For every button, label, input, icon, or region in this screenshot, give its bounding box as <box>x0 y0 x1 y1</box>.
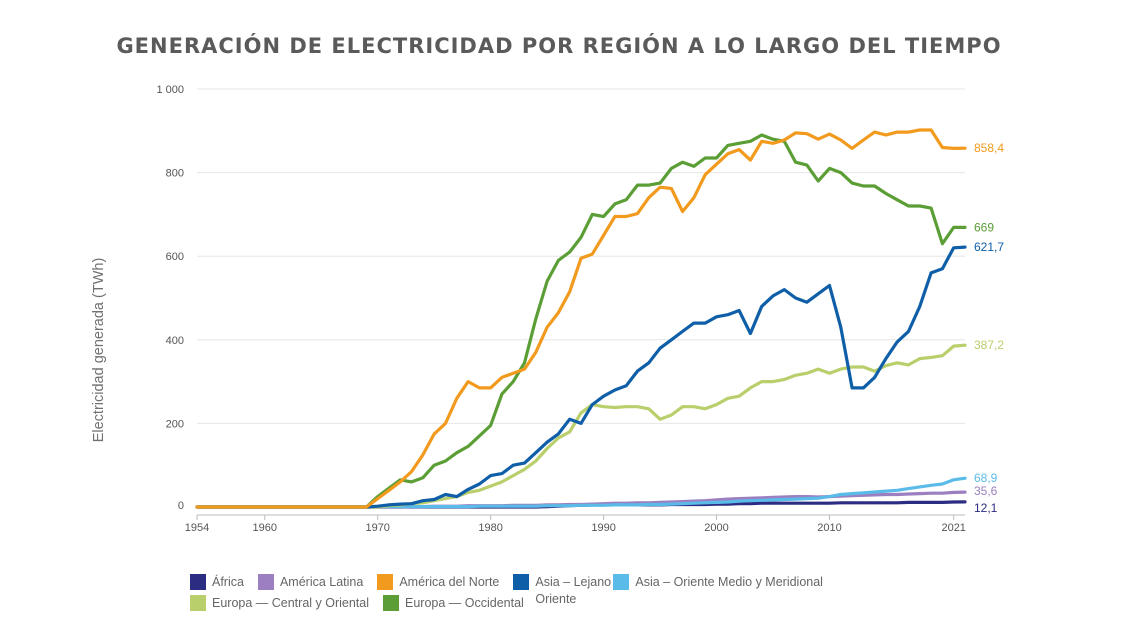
legend-swatch <box>513 574 530 590</box>
x-tick-label: 1990 <box>591 522 615 534</box>
legend-row: Europa — Central y Oriental Europa — Occ… <box>190 595 890 612</box>
x-tick-label: 1954 <box>185 522 209 534</box>
x-tick-label: 2021 <box>941 522 965 534</box>
legend-swatch <box>190 574 206 590</box>
x-tick-label: 1980 <box>478 522 502 534</box>
legend-label: Europa — Central y Oriental <box>212 596 370 610</box>
legend-item-africa[interactable]: África <box>190 574 244 591</box>
legend-item-europa-occidental[interactable]: Europa — Occidental <box>383 595 524 612</box>
chart-title: GENERACIÓN DE ELECTRICIDAD POR REGIÓN A … <box>116 34 1002 58</box>
legend-item-asia-oriente-medio[interactable]: Asia – Oriente Medio y Meridional <box>613 574 823 591</box>
end-value-label: 669 <box>974 220 994 234</box>
end-labels: 12,1 35,6 858,4 621,7 68,9 387,2 669 <box>974 141 1004 515</box>
chart-plot: 0 200 400 600 800 1 000 1954 1960 1970 1980 1990 20… <box>91 84 1004 534</box>
y-axis-title: Electricidad generada (TWh) <box>91 258 107 443</box>
legend-label: África <box>212 575 244 589</box>
legend-item-asia-lejano-oriente[interactable]: Asia – Lejano Oriente <box>513 574 615 608</box>
legend-label: Asia – Lejano Oriente <box>535 575 612 606</box>
legend-item-america-latina[interactable]: América Latina <box>257 574 364 591</box>
legend-swatch <box>257 574 274 590</box>
series-line <box>195 245 967 509</box>
y-tick-label: 400 <box>166 335 184 347</box>
y-tick-label: 200 <box>166 418 184 430</box>
axes: 0 200 400 600 800 1 000 1954 1960 1970 1980 1990 20… <box>156 84 965 534</box>
y-tick-label: 600 <box>166 251 184 263</box>
series-line <box>195 133 967 509</box>
x-tick-label: 1960 <box>253 522 277 534</box>
legend-label: América Latina <box>279 575 364 589</box>
x-tick-label: 1970 <box>365 522 389 534</box>
legend-row: África América Latina América del Norte … <box>190 574 890 608</box>
series-line <box>195 128 967 509</box>
end-value-label: 35,6 <box>974 484 998 498</box>
end-value-label: 68,9 <box>974 471 998 485</box>
gridlines <box>197 88 965 424</box>
series-lines <box>195 128 967 509</box>
y-tick-label: 1 000 <box>156 84 184 96</box>
legend-item-america-del-norte[interactable]: América del Norte <box>377 574 499 591</box>
legend-label: Asia – Oriente Medio y Meridional <box>635 575 823 589</box>
legend-label: América del Norte <box>399 575 500 589</box>
x-tick-label: 2000 <box>704 522 728 534</box>
end-value-label: 12,1 <box>974 501 998 515</box>
legend-swatch <box>383 595 400 611</box>
y-tick-label: 800 <box>166 168 184 180</box>
end-value-label: 387,2 <box>974 338 1004 352</box>
x-tick-label: 2010 <box>817 522 841 534</box>
legend-swatch <box>377 574 394 590</box>
legend: África América Latina América del Norte … <box>190 574 890 616</box>
legend-swatch <box>190 595 206 611</box>
legend-item-europa-central[interactable]: Europa — Central y Oriental <box>190 595 369 612</box>
end-value-label: 621,7 <box>974 240 1004 254</box>
legend-label: Europa — Occidental <box>405 596 524 610</box>
y-tick-label: 0 <box>178 500 184 512</box>
legend-swatch <box>613 574 630 590</box>
end-value-label: 858,4 <box>974 141 1004 155</box>
